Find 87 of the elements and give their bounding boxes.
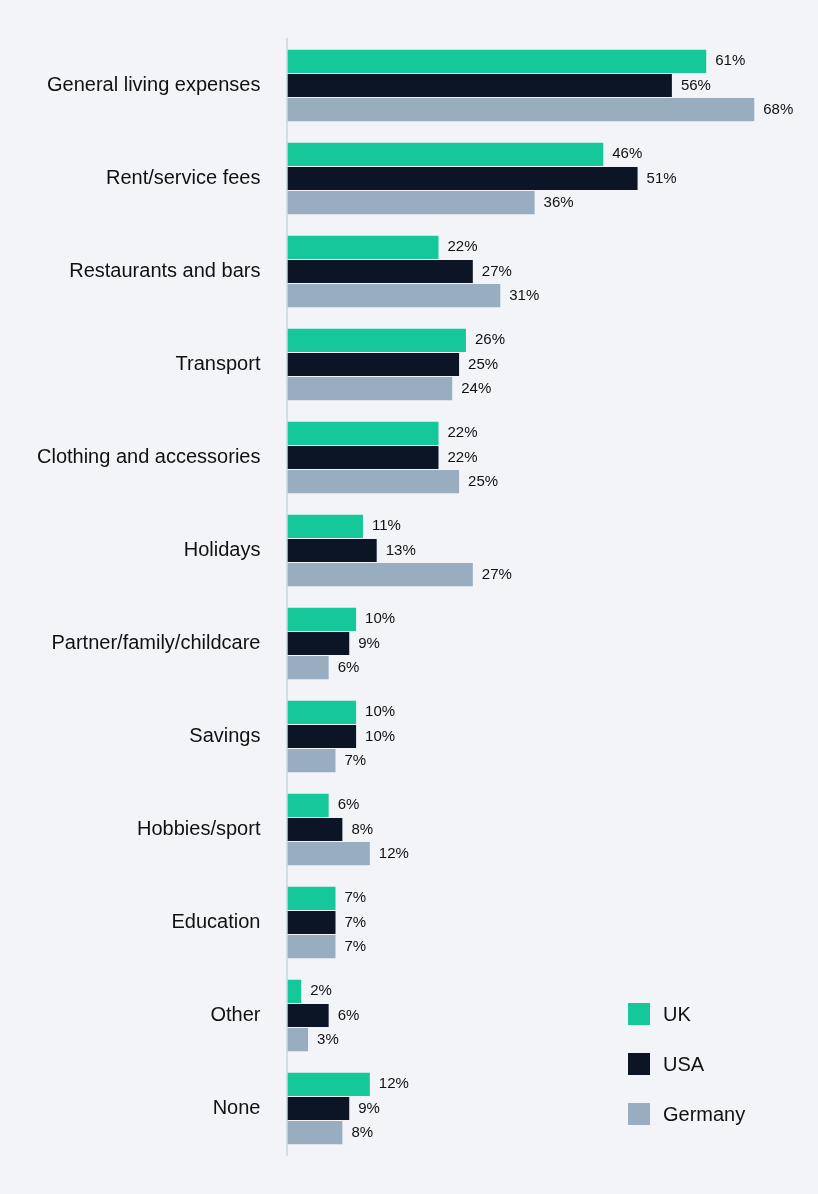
data-label: 13% — [385, 540, 416, 558]
bar — [287, 1028, 309, 1052]
bar — [287, 886, 336, 910]
data-label: 25% — [468, 354, 499, 372]
data-label: 22% — [447, 237, 478, 255]
bar — [287, 631, 350, 656]
data-label: 10% — [365, 702, 396, 720]
bar — [287, 749, 336, 773]
data-label: 9% — [358, 1098, 380, 1116]
bar — [287, 166, 638, 191]
bar — [287, 538, 377, 563]
data-label: 3% — [317, 1029, 339, 1047]
y-tick-label: Transport — [175, 352, 261, 375]
bar — [287, 910, 336, 935]
data-label: 46% — [612, 144, 643, 162]
data-label: 6% — [337, 1005, 360, 1023]
data-label: 10% — [365, 726, 396, 744]
bar — [287, 445, 439, 470]
bar — [287, 700, 357, 724]
bar — [287, 235, 439, 259]
bar — [287, 842, 370, 866]
data-label: 7% — [344, 888, 367, 906]
data-label: 6% — [337, 795, 360, 813]
data-label: 61% — [715, 51, 746, 69]
bar — [287, 421, 439, 445]
bar — [287, 142, 604, 166]
bar — [287, 817, 343, 842]
bar — [287, 49, 707, 73]
y-tick-label: None — [212, 1096, 261, 1119]
data-label: 8% — [351, 1122, 374, 1140]
y-tick-label: Hobbies/sport — [137, 817, 261, 840]
bar — [287, 724, 357, 749]
data-label: 22% — [447, 447, 478, 465]
bar — [287, 1121, 343, 1145]
data-label: 7% — [344, 912, 367, 930]
bar — [287, 328, 466, 352]
data-label: 7% — [344, 750, 367, 768]
data-label: 22% — [447, 423, 478, 441]
data-label: 9% — [358, 633, 380, 651]
bar — [287, 979, 302, 1003]
bar — [287, 1072, 370, 1096]
bar — [287, 98, 755, 122]
bar — [287, 1096, 350, 1121]
bar — [287, 284, 501, 308]
y-tick-label: Education — [171, 910, 261, 933]
bar — [287, 935, 336, 959]
data-label: 11% — [371, 516, 401, 534]
bar — [287, 1003, 329, 1028]
legend-label: USA — [663, 1052, 705, 1075]
bar — [287, 191, 535, 215]
data-label: 2% — [310, 981, 332, 999]
data-label: 56% — [680, 75, 711, 93]
data-label: 31% — [509, 285, 540, 303]
data-label: 25% — [468, 471, 499, 489]
legend-label: UK — [663, 1002, 692, 1025]
y-tick-label: Savings — [189, 724, 261, 747]
bar — [287, 514, 363, 538]
bar — [287, 656, 329, 680]
y-tick-label: Holidays — [183, 538, 261, 561]
bar — [287, 352, 460, 377]
y-tick-label: Other — [210, 1003, 261, 1026]
bar — [287, 259, 473, 284]
data-label: 51% — [646, 168, 677, 186]
data-label: 10% — [365, 609, 396, 627]
data-label: 26% — [474, 330, 505, 348]
bar — [287, 607, 357, 631]
bar — [287, 563, 473, 587]
bar — [287, 793, 329, 817]
data-label: 12% — [378, 843, 409, 861]
y-tick-label: Rent/service fees — [105, 166, 261, 189]
bar — [287, 470, 460, 494]
data-label: 68% — [763, 99, 794, 117]
y-tick-label: Restaurants and bars — [69, 259, 261, 282]
bar — [287, 73, 672, 98]
legend-label: Germany — [663, 1102, 746, 1125]
data-label: 6% — [337, 657, 360, 675]
data-label: 8% — [351, 819, 374, 837]
data-label: 27% — [481, 261, 512, 279]
bar — [287, 377, 453, 401]
y-tick-label: Partner/family/childcare — [51, 631, 261, 654]
y-tick-label: General living expenses — [46, 73, 261, 96]
y-tick-label: Clothing and accessories — [36, 445, 261, 468]
data-label: 24% — [461, 378, 492, 396]
data-label: 36% — [543, 192, 574, 210]
data-label: 12% — [378, 1074, 409, 1092]
data-label: 27% — [481, 564, 512, 582]
data-label: 7% — [344, 936, 367, 954]
